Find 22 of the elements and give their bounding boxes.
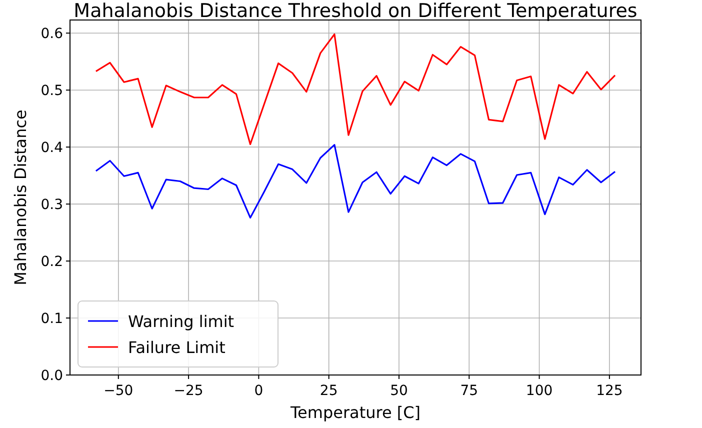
y-tick-label: 0.3 [40, 197, 63, 214]
legend-label: Warning limit [128, 312, 234, 331]
y-tick-label: 0.2 [40, 254, 63, 270]
y-tick-label: 0.4 [40, 140, 64, 156]
x-tick-label: 75 [460, 383, 478, 399]
y-tick-label: 0.1 [40, 311, 63, 328]
y-tick-label: 0.5 [40, 83, 63, 100]
x-tick-label: 100 [526, 383, 553, 399]
x-axis-title: Temperature [C] [289, 403, 421, 422]
x-tick-label: −25 [174, 383, 204, 399]
line-series [95, 144, 616, 219]
y-tick-label: 0.6 [40, 26, 64, 42]
x-tick-label: 125 [596, 383, 623, 399]
x-tick-label: 0 [254, 383, 264, 399]
x-tick-label: 50 [390, 383, 408, 399]
chart-title: Mahalanobis Distance Threshold on Different Temperatures [74, 0, 638, 22]
legend-label: Failure Limit [128, 338, 226, 357]
line-series [95, 33, 616, 146]
y-axis-title: Mahalanobis Distance [11, 110, 30, 286]
x-tick-label: 25 [320, 383, 338, 399]
x-tick-label: −50 [104, 383, 134, 399]
y-tick-label: 0.0 [40, 368, 63, 384]
